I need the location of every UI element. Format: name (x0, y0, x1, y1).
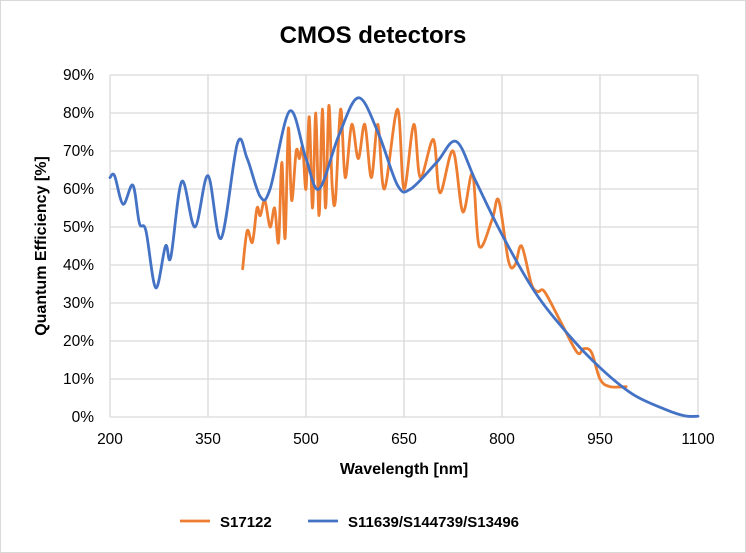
y-tick-label: 60% (63, 181, 94, 198)
y-axis-label: Quantum Efficiency [%] (33, 156, 50, 336)
x-tick-label: 350 (195, 431, 221, 448)
y-tick-label: 90% (63, 67, 94, 84)
x-tick-label: 800 (489, 431, 515, 448)
y-tick-label: 20% (63, 333, 94, 350)
y-tick-label: 70% (63, 143, 94, 160)
x-tick-label: 1100 (681, 431, 715, 448)
legend-label: S11639/S144739/S13496 (348, 514, 519, 531)
chart-title: CMOS detectors (280, 22, 467, 49)
y-tick-label: 50% (63, 219, 94, 236)
series-line-s11639-s144739-s13496 (108, 96, 700, 418)
y-tick-label: 40% (63, 257, 94, 274)
y-tick-label: 80% (63, 105, 94, 122)
x-tick-label: 650 (391, 431, 417, 448)
y-tick-label: 10% (63, 371, 94, 388)
x-tick-label: 200 (97, 431, 123, 448)
legend-label: S17122 (220, 514, 272, 531)
series-line-s17122 (241, 103, 628, 389)
x-tick-label: 950 (587, 431, 613, 448)
x-axis-label: Wavelength [nm] (340, 461, 468, 478)
y-tick-label: 30% (63, 295, 94, 312)
x-tick-label: 500 (293, 431, 319, 448)
y-tick-label: 0% (72, 409, 95, 426)
